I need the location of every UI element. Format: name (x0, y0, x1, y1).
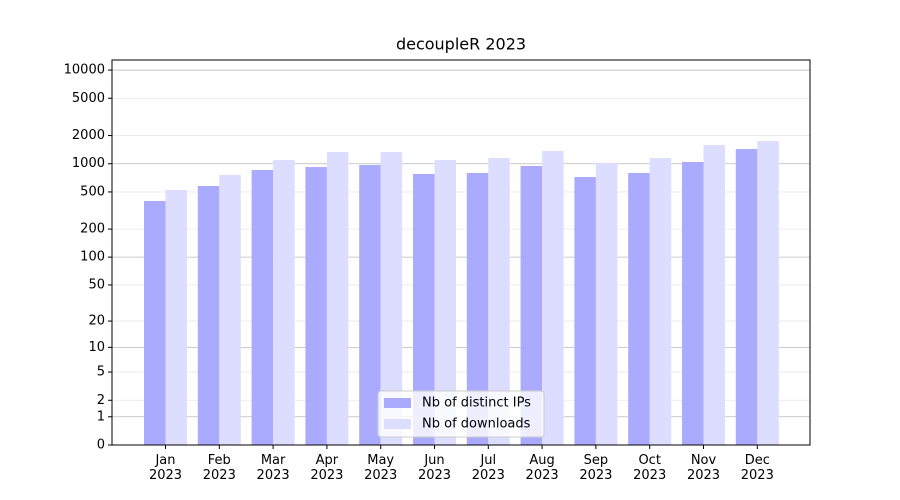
y-tick-label: 5 (97, 365, 105, 380)
y-tick-label: 100 (80, 250, 105, 265)
legend: Nb of distinct IPs Nb of downloads (377, 390, 545, 438)
y-tick-label: 500 (80, 184, 105, 199)
x-tick-label: Mar 2023 (256, 453, 290, 483)
chart-title: decoupleR 2023 (396, 35, 526, 54)
legend-swatch (384, 398, 411, 408)
bar (542, 151, 564, 446)
bar (305, 167, 327, 446)
bar (434, 160, 456, 446)
x-tick-label: Apr 2023 (310, 453, 344, 483)
bar (359, 164, 381, 445)
y-tick-label: 2000 (72, 128, 105, 143)
legend-label: Nb of distinct IPs (422, 396, 531, 411)
bar (466, 172, 489, 445)
y-tick-label: 200 (80, 222, 105, 237)
bar (219, 174, 241, 446)
y-tick-label: 10 (88, 340, 105, 355)
x-tick-label: Jan 2023 (148, 453, 183, 483)
bar (326, 151, 349, 445)
bar (144, 200, 166, 445)
y-tick-label: 1000 (72, 156, 105, 171)
x-tick-label: Nov 2023 (686, 453, 721, 483)
plot-frame (111, 59, 811, 446)
y-tick-label: 1 (97, 409, 105, 424)
y-tick-label: 20 (88, 314, 105, 329)
x-tick-label: Dec 2023 (740, 453, 774, 483)
bar (520, 166, 543, 445)
x-tick-label: Jun 2023 (417, 453, 452, 483)
y-tick-label: 5000 (72, 91, 105, 106)
bar (273, 160, 295, 446)
bar (574, 176, 596, 445)
legend-box (377, 390, 545, 438)
bar (197, 186, 220, 445)
bar (380, 151, 403, 445)
bar (595, 163, 618, 445)
y-tick-label: 2 (97, 393, 105, 408)
x-tick-label: Sep 2023 (579, 453, 613, 483)
x-tick-label: Oct 2023 (633, 453, 667, 483)
bar (251, 170, 274, 445)
bar (735, 149, 758, 445)
y-tick-label: 50 (88, 277, 105, 292)
bar (488, 158, 510, 445)
bar (682, 161, 704, 446)
bar (703, 145, 725, 446)
x-tick-label: Aug 2023 (525, 453, 559, 483)
y-tick-label: 10000 (64, 63, 105, 78)
x-tick-label: Feb 2023 (202, 453, 236, 483)
x-tick-label: Jul 2023 (471, 453, 505, 483)
bar (649, 158, 672, 445)
legend-swatch (384, 419, 411, 429)
x-tick-label: May 2023 (364, 453, 398, 483)
bar (757, 140, 779, 445)
bar (165, 189, 187, 445)
bar (413, 174, 435, 445)
y-tick-label: 0 (97, 438, 105, 453)
bar (628, 172, 650, 445)
legend-label: Nb of downloads (422, 417, 531, 432)
